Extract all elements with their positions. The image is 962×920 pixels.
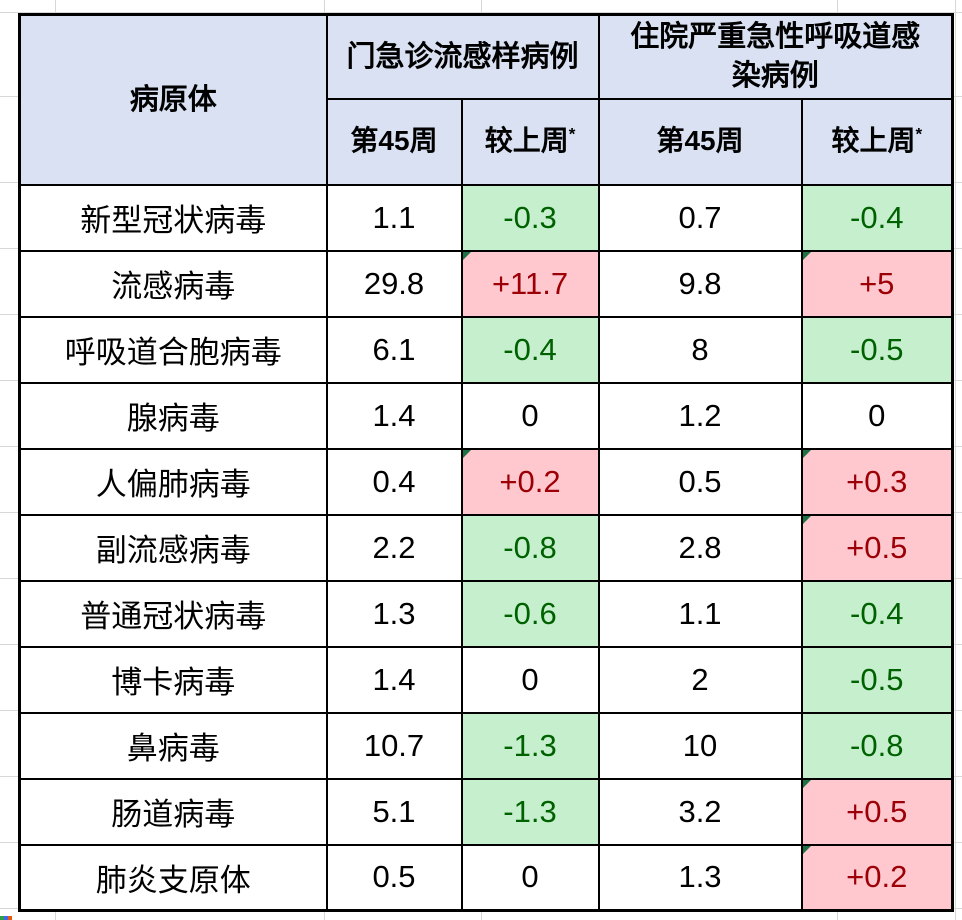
inpatient-change-value-cell: +0.2 bbox=[800, 843, 954, 912]
outpatient-change-value-cell: +11.7 bbox=[460, 249, 600, 318]
table-row: 腺病毒 1.4 0 1.2 0 bbox=[18, 381, 954, 450]
inpatient-week-value-cell: 1.2 bbox=[597, 381, 803, 450]
pathogen-name-cell: 肺炎支原体 bbox=[18, 843, 328, 912]
inpatient-week-value-cell: 1.1 bbox=[597, 579, 803, 648]
table-row: 呼吸道合胞病毒 6.1 -0.4 8 -0.5 bbox=[18, 315, 954, 384]
outpatient-week-value-cell: 2.2 bbox=[325, 513, 463, 582]
outpatient-change-value-cell: 0 bbox=[460, 645, 600, 714]
inpatient-change-value-cell: -0.4 bbox=[800, 183, 954, 252]
pathogen-column-header: 病原体 bbox=[18, 13, 328, 186]
table-row: 普通冠状病毒 1.3 -0.6 1.1 -0.4 bbox=[18, 579, 954, 648]
inpatient-week-value-cell: 9.8 bbox=[597, 249, 803, 318]
pathogen-name-cell: 新型冠状病毒 bbox=[18, 183, 328, 252]
outpatient-group-header: 门急诊流感样病例 bbox=[325, 13, 600, 100]
table-row: 鼻病毒 10.7 -1.3 10 -0.8 bbox=[18, 711, 954, 780]
inpatient-group-header: 住院严重急性呼吸道感染病例 bbox=[597, 13, 954, 100]
outpatient-week-value-cell: 1.4 bbox=[325, 645, 463, 714]
inpatient-change-value-cell: -0.5 bbox=[800, 645, 954, 714]
screen-edge-artifact bbox=[0, 916, 12, 920]
table-row: 博卡病毒 1.4 0 2 -0.5 bbox=[18, 645, 954, 714]
outpatient-week-value-cell: 5.1 bbox=[325, 777, 463, 846]
outpatient-change-value-cell: 0 bbox=[460, 381, 600, 450]
inpatient-week-value-cell: 0.5 bbox=[597, 447, 803, 516]
pathogen-name-cell: 普通冠状病毒 bbox=[18, 579, 328, 648]
outpatient-week-value-cell: 29.8 bbox=[325, 249, 463, 318]
inpatient-change-value-cell: 0 bbox=[800, 381, 954, 450]
outpatient-week-value-cell: 1.3 bbox=[325, 579, 463, 648]
inpatient-week-value-cell: 10 bbox=[597, 711, 803, 780]
inpatient-week-value-cell: 0.7 bbox=[597, 183, 803, 252]
inpatient-week-value-cell: 2 bbox=[597, 645, 803, 714]
outpatient-week-value-cell: 0.5 bbox=[325, 843, 463, 912]
inpatient-group-label: 住院严重急性呼吸道感染病例 bbox=[630, 21, 921, 92]
inpatient-week-value-cell: 3.2 bbox=[597, 777, 803, 846]
inpatient-change-value-cell: -0.5 bbox=[800, 315, 954, 384]
inpatient-change-value-cell: -0.8 bbox=[800, 711, 954, 780]
pathogen-name-cell: 肠道病毒 bbox=[18, 777, 328, 846]
table-row: 人偏肺病毒 0.4 +0.2 0.5 +0.3 bbox=[18, 447, 954, 516]
inpatient-change-value-cell: +5 bbox=[800, 249, 954, 318]
outpatient-week-value-cell: 1.1 bbox=[325, 183, 463, 252]
inpatient-change-value-cell: +0.5 bbox=[800, 777, 954, 846]
pathogen-name-cell: 副流感病毒 bbox=[18, 513, 328, 582]
outpatient-change-value-cell: -0.6 bbox=[460, 579, 600, 648]
footnote-asterisk: * bbox=[568, 124, 576, 144]
inpatient-week-value-cell: 2.8 bbox=[597, 513, 803, 582]
outpatient-week-value-cell: 10.7 bbox=[325, 711, 463, 780]
outpatient-change-value-cell: -0.8 bbox=[460, 513, 600, 582]
outpatient-week-header: 第45周 bbox=[325, 97, 463, 186]
inpatient-change-value-cell: -0.4 bbox=[800, 579, 954, 648]
table-row: 流感病毒 29.8 +11.7 9.8 +5 bbox=[18, 249, 954, 318]
outpatient-change-value-cell: -1.3 bbox=[460, 711, 600, 780]
pathogen-name-cell: 人偏肺病毒 bbox=[18, 447, 328, 516]
outpatient-week-value-cell: 1.4 bbox=[325, 381, 463, 450]
table-row: 新型冠状病毒 1.1 -0.3 0.7 -0.4 bbox=[18, 183, 954, 252]
footnote-asterisk: * bbox=[915, 124, 923, 144]
table-body: 新型冠状病毒 1.1 -0.3 0.7 -0.4 流感病毒 29.8 +11.7… bbox=[18, 183, 954, 912]
table-row: 副流感病毒 2.2 -0.8 2.8 +0.5 bbox=[18, 513, 954, 582]
outpatient-change-value-cell: -1.3 bbox=[460, 777, 600, 846]
table-row: 肺炎支原体 0.5 0 1.3 +0.2 bbox=[18, 843, 954, 912]
outpatient-change-value-cell: 0 bbox=[460, 843, 600, 912]
outpatient-week-value-cell: 0.4 bbox=[325, 447, 463, 516]
pathogen-surveillance-table: 病原体 门急诊流感样病例 住院严重急性呼吸道感染病例 第45周 较上周* 第45… bbox=[18, 13, 955, 912]
inpatient-change-header: 较上周* bbox=[800, 97, 954, 186]
pathogen-name-cell: 流感病毒 bbox=[18, 249, 328, 318]
outpatient-group-label: 门急诊流感样病例 bbox=[346, 40, 579, 73]
outpatient-change-value-cell: +0.2 bbox=[460, 447, 600, 516]
pathogen-name-cell: 腺病毒 bbox=[18, 381, 328, 450]
pathogen-name-cell: 呼吸道合胞病毒 bbox=[18, 315, 328, 384]
table-row: 肠道病毒 5.1 -1.3 3.2 +0.5 bbox=[18, 777, 954, 846]
inpatient-change-value-cell: +0.5 bbox=[800, 513, 954, 582]
pathogen-name-cell: 鼻病毒 bbox=[18, 711, 328, 780]
outpatient-change-value-cell: -0.4 bbox=[460, 315, 600, 384]
outpatient-change-header: 较上周* bbox=[460, 97, 600, 186]
inpatient-change-value-cell: +0.3 bbox=[800, 447, 954, 516]
outpatient-week-value-cell: 6.1 bbox=[325, 315, 463, 384]
inpatient-week-header: 第45周 bbox=[597, 97, 803, 186]
outpatient-change-value-cell: -0.3 bbox=[460, 183, 600, 252]
inpatient-week-value-cell: 8 bbox=[597, 315, 803, 384]
pathogen-name-cell: 博卡病毒 bbox=[18, 645, 328, 714]
inpatient-week-value-cell: 1.3 bbox=[597, 843, 803, 912]
sheet-gridline bbox=[955, 0, 956, 920]
